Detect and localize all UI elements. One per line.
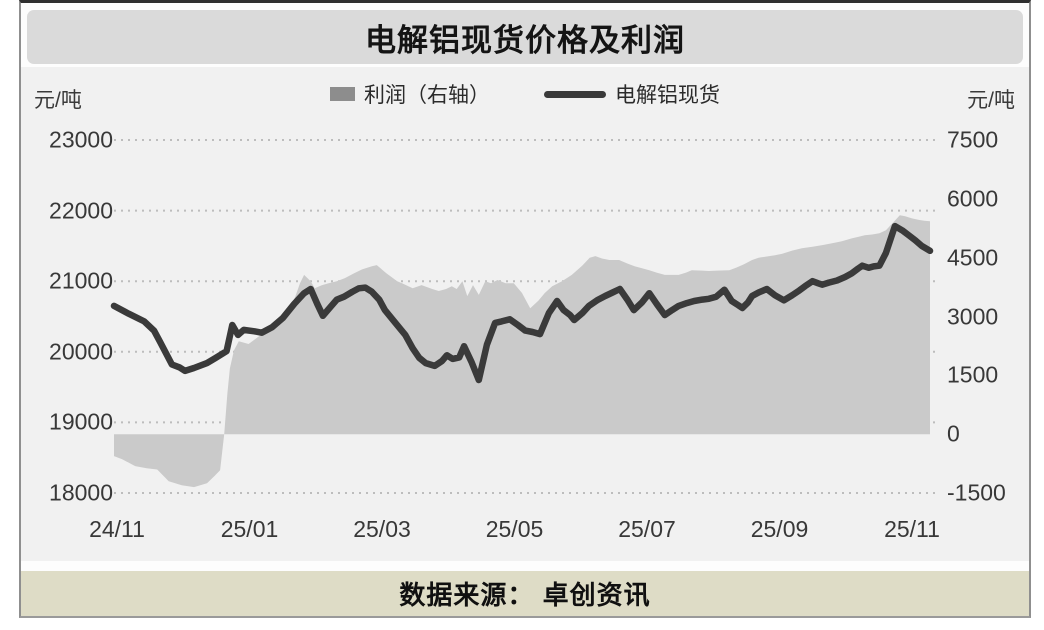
left-axis-tick: 19000 xyxy=(49,408,113,435)
right-axis-tick: 7500 xyxy=(947,126,999,153)
profit-area-series xyxy=(114,215,930,488)
right-axis-tick: 3000 xyxy=(947,303,999,329)
right-axis-tick: 6000 xyxy=(947,185,999,212)
chart-title: 电解铝现货价格及利润 xyxy=(365,22,685,58)
x-axis-tick: 24/11 xyxy=(89,516,145,542)
legend-item-price: 电解铝现货 xyxy=(544,79,720,109)
x-axis-tick: 25/03 xyxy=(353,516,411,542)
chart-title-bar: 电解铝现货价格及利润 xyxy=(27,10,1023,64)
right-axis-unit: 元/吨 xyxy=(967,89,1015,112)
left-axis-tick: 18000 xyxy=(49,479,113,506)
source-bar: 数据来源： 卓创资讯 xyxy=(21,571,1029,616)
left-axis-tick: 20000 xyxy=(49,338,113,365)
left-axis-unit: 元/吨 xyxy=(34,89,82,112)
chart-panel: 电解铝现货价格及利润 元/吨 元/吨 利润（右轴） 电解铝现货 23000 220… xyxy=(19,0,1031,618)
right-axis-tick: 0 xyxy=(947,420,960,447)
right-axis-tick: 1500 xyxy=(947,361,999,388)
x-axis-tick: 25/09 xyxy=(750,516,809,542)
left-axis-tick: 22000 xyxy=(49,197,113,224)
chart-canvas xyxy=(110,139,937,494)
line-swatch-icon xyxy=(544,90,606,98)
right-axis-tick: 4500 xyxy=(947,244,999,271)
right-axis-tick: -1500 xyxy=(947,479,1006,506)
legend: 利润（右轴） 电解铝现货 xyxy=(21,79,1029,109)
x-axis-tick: 25/07 xyxy=(618,516,676,542)
x-axis-tick: 25/05 xyxy=(485,516,544,542)
x-axis-tick: 25/01 xyxy=(220,516,279,542)
price-line-series xyxy=(110,222,934,384)
legend-item-profit: 利润（右轴） xyxy=(330,79,490,109)
legend-label-price: 电解铝现货 xyxy=(615,84,720,107)
left-axis-tick: 21000 xyxy=(49,267,113,294)
left-axis-tick: 23000 xyxy=(49,126,113,153)
plot-area: 元/吨 元/吨 利润（右轴） 电解铝现货 23000 22000 21000 2000… xyxy=(21,67,1029,561)
x-axis-tick: 25/11 xyxy=(884,516,940,542)
area-swatch-icon xyxy=(330,87,355,101)
legend-label-profit: 利润（右轴） xyxy=(364,84,490,107)
source-text: 数据来源： 卓创资讯 xyxy=(399,580,651,610)
